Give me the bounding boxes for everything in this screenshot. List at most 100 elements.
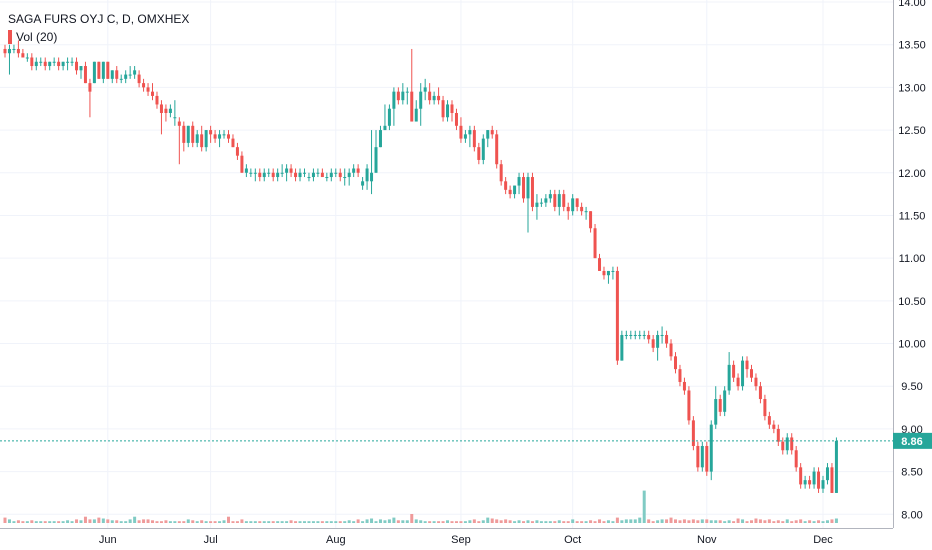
x-tick-label: Jun xyxy=(99,534,117,546)
volume-bar xyxy=(481,520,485,523)
volume-bar xyxy=(669,517,673,523)
candle-body xyxy=(329,172,333,178)
volume-bar xyxy=(253,521,257,523)
volume-bar xyxy=(589,520,593,523)
volume-bar xyxy=(700,519,704,523)
volume-bar xyxy=(168,521,172,523)
volume-bar xyxy=(231,521,235,523)
volume-bar xyxy=(133,516,137,523)
candle-body xyxy=(16,48,20,54)
volume-bar xyxy=(522,521,526,523)
candle-body xyxy=(119,78,123,80)
candle-body xyxy=(370,172,374,182)
volume-label[interactable]: Vol (20) xyxy=(16,30,58,44)
volume-bar xyxy=(834,518,838,523)
volume-bar xyxy=(624,519,628,523)
volume-bar xyxy=(517,520,521,523)
volume-bars xyxy=(3,490,838,523)
candle-body xyxy=(709,424,713,472)
candle-body xyxy=(186,125,190,143)
volume-bar xyxy=(432,521,436,523)
candle-body xyxy=(276,172,280,178)
candle-body xyxy=(696,445,700,468)
candle-body xyxy=(606,270,610,276)
volume-bar xyxy=(378,519,382,523)
volume-bar xyxy=(709,520,713,523)
volume-bar xyxy=(575,521,579,523)
candle-body xyxy=(383,125,387,131)
volume-bar xyxy=(235,521,239,523)
volume-bar xyxy=(146,519,150,523)
volume-bar xyxy=(656,520,660,523)
candle-body xyxy=(749,369,753,378)
candle-body xyxy=(374,147,378,173)
candle-body xyxy=(244,168,248,173)
volume-bar xyxy=(758,519,762,523)
candle-body xyxy=(611,270,615,272)
volume-bar xyxy=(70,521,74,523)
volume-bar xyxy=(137,520,141,523)
price-axis[interactable] xyxy=(893,0,932,550)
volume-bar xyxy=(142,519,146,523)
volume-bar xyxy=(34,521,38,523)
candle-body xyxy=(557,194,561,207)
candle-body xyxy=(589,211,593,229)
volume-bar xyxy=(48,521,52,523)
candle-body xyxy=(410,91,414,122)
candle-body xyxy=(70,61,74,63)
candle-body xyxy=(387,108,391,126)
candle-body xyxy=(405,91,409,93)
candle-body xyxy=(624,334,628,336)
volume-bar xyxy=(459,521,463,523)
candle-body xyxy=(25,57,29,59)
volume-bar xyxy=(633,519,637,523)
volume-bar xyxy=(7,519,11,523)
candle-body xyxy=(294,172,298,178)
candle-body xyxy=(736,377,740,387)
volume-bar xyxy=(213,521,217,523)
volume-bar xyxy=(606,520,610,523)
x-tick-label: Nov xyxy=(697,534,717,546)
volume-bar xyxy=(387,519,391,523)
candle-body xyxy=(584,211,588,213)
volume-bar xyxy=(285,521,289,523)
volume-bar xyxy=(75,519,79,523)
candle-body xyxy=(812,471,816,485)
candle-body xyxy=(52,61,56,63)
candle-body xyxy=(575,198,579,207)
candle-body xyxy=(642,334,646,336)
candle-body xyxy=(825,467,829,481)
candle-body xyxy=(110,70,114,79)
candle-body xyxy=(39,61,43,63)
candle-body xyxy=(66,61,70,63)
candle-body xyxy=(544,198,548,203)
volume-bar xyxy=(182,521,186,523)
volume-bar xyxy=(499,520,503,523)
candle-body xyxy=(454,112,458,126)
symbol-title[interactable]: SAGA FURS OYJ C, D, OMXHEX xyxy=(8,12,190,26)
volume-bar xyxy=(718,520,722,523)
candle-body xyxy=(553,194,557,207)
y-tick-label: 9.50 xyxy=(901,381,922,393)
volume-bar xyxy=(696,520,700,523)
volume-bar xyxy=(598,519,602,523)
volume-bar xyxy=(115,520,119,523)
candle-body xyxy=(656,334,660,348)
volume-bar xyxy=(352,521,356,523)
candles xyxy=(3,40,838,493)
horizontal-grid xyxy=(0,1,893,515)
candle-body xyxy=(159,104,163,113)
candle-body xyxy=(821,480,825,489)
y-tick-label: 8.50 xyxy=(901,467,922,479)
candle-body xyxy=(267,172,271,174)
candle-body xyxy=(21,53,25,58)
candle-body xyxy=(285,168,289,173)
volume-bar xyxy=(723,521,727,523)
volume-bar xyxy=(43,521,47,523)
volume-bar xyxy=(325,521,329,523)
candle-body xyxy=(808,480,812,485)
candle-body xyxy=(320,172,324,178)
volume-bar xyxy=(356,519,360,523)
y-tick-label: 8.00 xyxy=(901,509,922,521)
